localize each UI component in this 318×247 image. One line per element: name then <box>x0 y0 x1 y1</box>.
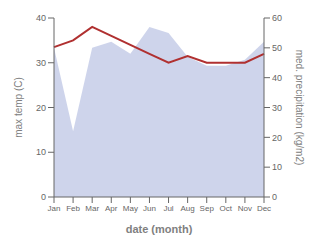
svg-text:max temp (C): max temp (C) <box>13 77 24 138</box>
svg-text:0: 0 <box>272 192 277 202</box>
svg-text:Feb: Feb <box>66 204 80 213</box>
svg-text:50: 50 <box>272 43 282 53</box>
svg-text:60: 60 <box>272 13 282 23</box>
svg-text:Apr: Apr <box>105 204 118 213</box>
svg-text:Jan: Jan <box>48 204 61 213</box>
svg-text:Nov: Nov <box>238 204 252 213</box>
svg-text:10: 10 <box>36 147 46 157</box>
svg-text:Dec: Dec <box>257 204 271 213</box>
svg-text:10: 10 <box>272 162 282 172</box>
svg-text:May: May <box>123 204 138 213</box>
svg-text:Aug: Aug <box>181 204 195 213</box>
svg-text:Mar: Mar <box>85 204 99 213</box>
svg-text:30: 30 <box>36 58 46 68</box>
svg-text:20: 20 <box>36 103 46 113</box>
svg-text:40: 40 <box>272 73 282 83</box>
svg-text:Oct: Oct <box>220 204 233 213</box>
svg-text:Jun: Jun <box>143 204 156 213</box>
svg-text:0: 0 <box>41 192 46 202</box>
svg-text:30: 30 <box>272 103 282 113</box>
svg-text:date (month): date (month) <box>126 223 193 235</box>
svg-text:Jul: Jul <box>163 204 173 213</box>
svg-text:40: 40 <box>36 13 46 23</box>
svg-text:Sep: Sep <box>200 204 215 213</box>
svg-text:20: 20 <box>272 133 282 143</box>
svg-text:med. precipitation (kg/m2): med. precipitation (kg/m2) <box>294 50 305 166</box>
